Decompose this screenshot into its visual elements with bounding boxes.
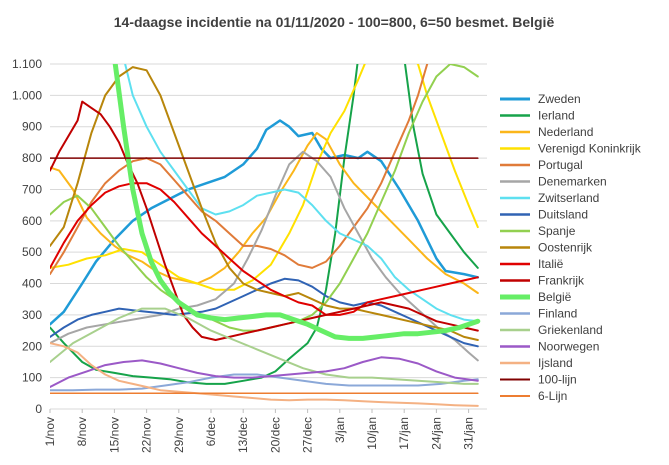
y-tick-label: 900 [22,120,42,134]
series-line-itali- [50,182,479,316]
legend-label: België [538,290,572,304]
grid [50,63,487,410]
legend-label: Ierland [538,109,575,123]
legend-label: Portugal [538,158,583,172]
y-tick-label: 200 [22,339,42,353]
legend-label: 100-lijn [538,373,577,387]
series-line-griekenland [50,307,479,385]
series-line-denemarken [50,150,479,362]
x-tick-label: 17/jan [397,417,411,450]
y-tick-label: 400 [22,277,42,291]
series-line-belgi- [112,64,481,341]
x-tick-label: 31/jan [462,417,476,450]
x-tick-label: 29/nov [172,417,186,453]
series-line-zweden [50,119,480,326]
legend-label: Italië [538,257,564,271]
series-line-oostenrijk [50,66,479,341]
x-tick-label: 1/nov [43,417,57,446]
series-line-frankrijk [50,100,479,341]
legend-label: Spanje [538,224,576,238]
y-tick-label: 300 [22,308,42,322]
series-line-zwitserland [124,64,479,323]
x-tick-label: 3/jan [333,417,347,443]
x-axis-ticks: 1/nov 8/nov 15/nov 22/nov 29/nov 6/dec 13/dec 2… [43,409,476,453]
series-line-noorwegen [50,356,479,388]
legend-label: Finland [538,307,577,321]
x-tick-label: 13/dec [236,417,250,453]
legend-label: Oostenrijk [538,241,593,255]
chart-title: 14-daagse incidentie na 01/11/2020 - 100… [114,14,555,30]
legend-label: Ijsland [538,356,573,370]
series-line-ijsland [50,342,479,407]
y-axis-ticks: 0 100 200 300 400 500 600 700 800 900 1.000 1.100 [12,57,42,416]
legend-label: Denemarken [538,175,607,189]
legend-label: Verenigd Koninkrijk [538,142,642,156]
legend-label: Nederland [538,125,593,139]
series-line-nederland [50,132,479,294]
series-line-duitsland [50,277,479,348]
legend-label: 6-Lijn [538,389,567,403]
x-tick-label: 24/jan [429,417,443,450]
x-tick-label: 20/dec [268,417,282,453]
y-tick-label: 0 [35,402,42,416]
plot-area [50,64,481,407]
legend-label: Noorwegen [538,340,599,354]
legend-label: Zweden [538,92,581,106]
x-tick-label: 22/nov [140,417,154,453]
x-tick-label: 8/nov [75,417,89,446]
legend-label: Griekenland [538,323,603,337]
x-tick-label: 10/jan [365,417,379,450]
y-tick-label: 600 [22,214,42,228]
y-tick-label: 1.000 [12,88,42,102]
series-line-ierland [50,64,479,385]
series-line-verenigd-koninkrijk [50,64,479,291]
y-tick-label: 100 [22,371,42,385]
y-tick-label: 1.100 [12,57,42,71]
legend: Zweden Ierland Nederland Verenigd Koninkrij… [500,92,642,403]
y-tick-label: 800 [22,151,42,165]
legend-label: Zwitserland [538,191,599,205]
x-tick-label: 15/nov [107,417,121,453]
series-lines [50,64,481,407]
legend-label: Duitsland [538,208,588,222]
legend-label: Frankrijk [538,274,585,288]
y-tick-label: 700 [22,182,42,196]
x-tick-label: 6/dec [204,417,218,446]
x-tick-label: 27/dec [301,417,315,453]
y-tick-label: 500 [22,245,42,259]
series-line-portugal [50,64,429,276]
